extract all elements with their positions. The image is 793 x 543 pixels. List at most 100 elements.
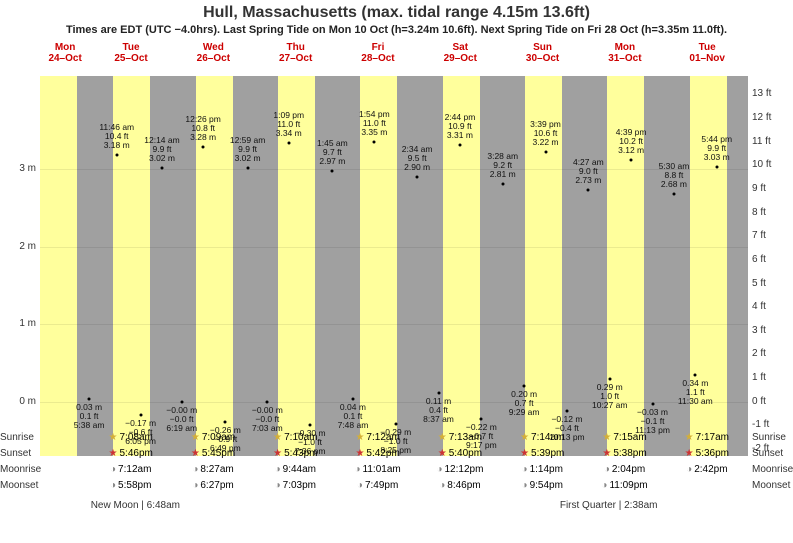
tide-label: 5:44 pm9.9 ft3.03 m: [701, 135, 732, 162]
moonrise-icon: ◑: [275, 464, 281, 475]
tide-point: [694, 374, 697, 377]
moonrise-cell: ◑11:01am: [338, 464, 417, 475]
sunrise-cell: ★7:12am: [338, 432, 417, 443]
sunrise-cell: ★7:09am: [174, 432, 253, 443]
tide-label: 0.29 m1.0 ft10:27 am: [592, 383, 627, 410]
tide-point: [651, 403, 654, 406]
sunrise-cell: ★7:14am: [503, 432, 582, 443]
chart-title: Hull, Massachusetts (max. tidal range 4.…: [0, 4, 793, 22]
gridline: [40, 247, 748, 248]
moonset-icon: ◑: [110, 480, 116, 491]
plot-region: Mon24–OctTue25–OctWed26–OctThu27–OctFri2…: [40, 76, 748, 456]
moonrise-icon: ◑: [604, 464, 610, 475]
sunset-icon: ★: [273, 448, 282, 459]
sunset-cell: ★5:40pm: [421, 448, 500, 459]
tide-label: 2:44 pm10.9 ft3.31 m: [445, 113, 476, 140]
ytick-ft: 11 ft: [752, 137, 771, 147]
tide-label: 4:27 am9.0 ft2.73 m: [573, 158, 604, 185]
sunrise-cell: ★7:08am: [91, 432, 170, 443]
tide-point: [139, 413, 142, 416]
moonset-cell: ◑7:03pm: [256, 480, 335, 491]
sunset-icon: ★: [191, 448, 200, 459]
moonrise-icon: ◑: [192, 464, 198, 475]
ytick-ft: 2 ft: [752, 349, 766, 359]
ytick-ft: 10 ft: [752, 160, 771, 170]
tide-label: 1:45 am9.7 ft2.97 m: [317, 139, 348, 166]
ytick-m: 1 m: [19, 319, 36, 329]
sunrise-icon: ★: [438, 432, 447, 443]
ytick-ft: 0 ft: [752, 397, 766, 407]
sunset-cell: ★5:36pm: [668, 448, 747, 459]
chart-area: 0 m1 m2 m3 m Mon24–OctTue25–OctWed26–Oct…: [0, 38, 793, 478]
sunrise-icon: ★: [685, 432, 694, 443]
tide-point: [266, 400, 269, 403]
tide-label: 4:39 pm10.2 ft3.12 m: [616, 128, 647, 155]
moonrise-cell: ◑9:44am: [256, 464, 335, 475]
ytick-ft: 5 ft: [752, 279, 766, 289]
moonrise-cell: ◑2:04pm: [585, 464, 664, 475]
tide-point: [394, 423, 397, 426]
tide-point: [501, 182, 504, 185]
sunset-cell: ★5:38pm: [585, 448, 664, 459]
row-label-moonrise-right: Moonrise: [752, 464, 793, 475]
sunrise-icon: ★: [191, 432, 200, 443]
sunset-icon: ★: [355, 448, 364, 459]
moonset-icon: ◑: [522, 480, 528, 491]
ytick-ft: 9 ft: [752, 184, 766, 194]
sunset-cell: ★5:46pm: [91, 448, 170, 459]
tide-point: [351, 397, 354, 400]
moonset-cell: ◑11:09pm: [585, 480, 664, 491]
tide-point: [608, 378, 611, 381]
date-header: Fri28–Oct: [339, 42, 418, 64]
ytick-m: 2 m: [19, 242, 36, 252]
moonset-icon: ◑: [601, 480, 607, 491]
gridline: [40, 324, 748, 325]
row-label-sunset-right: Sunset: [752, 448, 783, 459]
tide-label: 11:46 am10.4 ft3.18 m: [99, 123, 134, 150]
tide-label: 12:26 pm10.8 ft3.28 m: [185, 115, 220, 142]
sunset-icon: ★: [602, 448, 611, 459]
tide-label: 0.04 m0.1 ft7:48 am: [338, 403, 369, 430]
tide-point: [630, 158, 633, 161]
sunset-cell: ★5:39pm: [503, 448, 582, 459]
moonrise-icon: ◑: [686, 464, 692, 475]
tide-point: [523, 385, 526, 388]
ytick-m: 3 m: [19, 164, 36, 174]
sunset-cell: ★5:45pm: [174, 448, 253, 459]
tide-point: [331, 170, 334, 173]
tide-label: 3:28 am9.2 ft2.81 m: [487, 152, 518, 179]
tide-point: [458, 144, 461, 147]
ytick-ft: 4 ft: [752, 302, 766, 312]
chart-subtitle: Times are EDT (UTC −4.0hrs). Last Spring…: [0, 24, 793, 36]
moonrise-cell: ◑7:12am: [91, 464, 170, 475]
moonrise-cell: ◑1:14pm: [503, 464, 582, 475]
sunrise-icon: ★: [520, 432, 529, 443]
row-label-sunrise-right: Sunrise: [752, 432, 786, 443]
sunset-icon: ★: [520, 448, 529, 459]
ytick-ft: 7 ft: [752, 231, 766, 241]
tide-point: [373, 140, 376, 143]
row-label-moonset-right: Moonset: [752, 480, 790, 491]
ytick-ft: 3 ft: [752, 326, 766, 336]
gridline: [40, 402, 748, 403]
sunset-icon: ★: [685, 448, 694, 459]
tide-point: [437, 392, 440, 395]
moonset-cell: ◑9:54pm: [503, 480, 582, 491]
moonset-cell: ◑5:58pm: [91, 480, 170, 491]
tide-label: 12:14 am9.9 ft3.02 m: [144, 136, 179, 163]
tide-point: [309, 423, 312, 426]
moonset-icon: ◑: [192, 480, 198, 491]
tide-label: 2:34 am9.5 ft2.90 m: [402, 145, 433, 172]
tide-label: −0.03 m−0.1 ft11:13 pm: [635, 408, 670, 435]
y-axis-right: -2 ft-1 ft0 ft1 ft2 ft3 ft4 ft5 ft6 ft7 …: [748, 76, 793, 456]
sunrise-cell: ★7:13am: [421, 432, 500, 443]
sunrise-icon: ★: [602, 432, 611, 443]
tide-point: [287, 141, 290, 144]
tide-point: [544, 151, 547, 154]
tide-point: [715, 165, 718, 168]
moonset-cell: ◑6:27pm: [174, 480, 253, 491]
tide-point: [160, 166, 163, 169]
moonrise-icon: ◑: [436, 464, 442, 475]
ytick-ft: 8 ft: [752, 208, 766, 218]
moonset-icon: ◑: [357, 480, 363, 491]
